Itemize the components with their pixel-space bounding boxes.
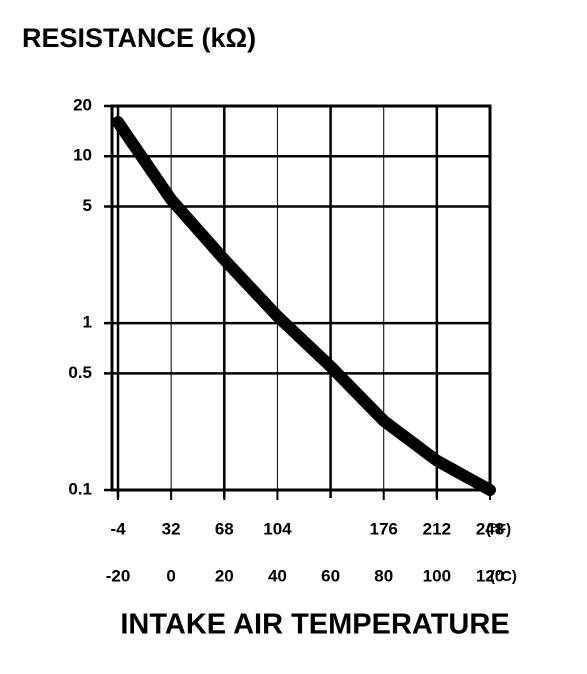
x-unit: (°C): [490, 568, 517, 585]
x-tick-label: 60: [321, 566, 340, 585]
x-tick-label: 120: [476, 566, 504, 585]
x2-tick-label: 104: [263, 519, 292, 538]
x2-tick-label: 212: [423, 519, 451, 538]
x2-tick-label: 68: [215, 519, 234, 538]
x2-tick-label: 176: [370, 519, 398, 538]
x-tick-label: 100: [423, 566, 451, 585]
x-tick-label: 20: [215, 566, 234, 585]
x2-tick-label: -4: [110, 519, 126, 538]
x-axis-label: INTAKE AIR TEMPERATURE: [120, 609, 509, 641]
y-tick-label: 10: [73, 146, 92, 165]
x-tick-label: 40: [268, 566, 287, 585]
y-tick-label: 5: [83, 196, 92, 215]
y-tick-label: 0.5: [68, 363, 92, 382]
y-tick-label: 20: [73, 95, 92, 114]
x2-unit: (°F): [486, 521, 511, 538]
x2-tick-label: 248: [476, 519, 504, 538]
plot-frame: [110, 104, 492, 492]
chart-title: RESISTANCE (kΩ): [22, 23, 256, 53]
y-tick-label: 0.1: [68, 479, 92, 498]
y-tick-label: 1: [83, 313, 92, 332]
x-tick-label: 80: [374, 566, 393, 585]
x-tick-label: -20: [106, 566, 131, 585]
line-series: [112, 116, 496, 496]
x-tick-label: 0: [166, 566, 175, 585]
x2-tick-label: 32: [162, 519, 181, 538]
